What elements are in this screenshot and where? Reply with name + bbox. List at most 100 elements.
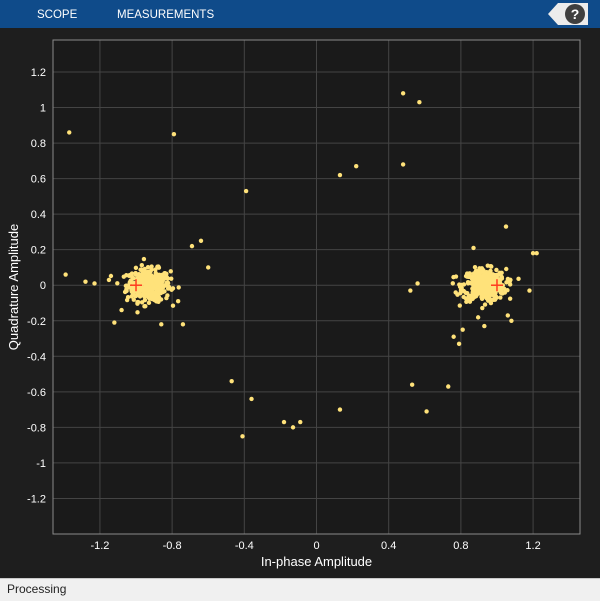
data-point <box>504 266 509 272</box>
data-point <box>124 297 130 303</box>
help-button[interactable]: ? <box>565 4 585 24</box>
data-point <box>455 292 460 297</box>
data-point <box>453 274 459 279</box>
data-point <box>451 334 456 339</box>
data-point <box>206 265 211 270</box>
data-point <box>489 297 495 302</box>
data-point <box>281 419 287 425</box>
data-point <box>456 341 462 347</box>
tab-measurements[interactable]: MEASUREMENTS <box>117 9 215 21</box>
data-point <box>139 263 145 268</box>
data-point <box>146 273 151 278</box>
data-point <box>243 188 249 194</box>
data-point <box>480 288 485 294</box>
data-point <box>133 272 139 277</box>
data-point <box>472 265 478 270</box>
data-point <box>159 322 164 327</box>
data-point <box>409 382 415 387</box>
data-point <box>337 407 343 412</box>
data-point <box>136 291 141 296</box>
data-point <box>141 256 147 262</box>
data-point <box>484 290 489 295</box>
data-point <box>492 294 498 299</box>
grid-lines <box>53 40 580 534</box>
data-point <box>249 396 254 402</box>
data-point <box>142 304 147 309</box>
data-point <box>145 291 150 297</box>
data-point <box>475 315 481 320</box>
data-point <box>503 224 509 229</box>
data-point <box>494 267 499 273</box>
data-point <box>138 280 143 286</box>
data-point <box>180 322 186 327</box>
data-point <box>493 290 498 296</box>
data-point <box>527 288 532 293</box>
data-point <box>400 91 406 96</box>
data-point <box>534 251 539 256</box>
data-point <box>483 272 488 277</box>
data-point <box>156 296 161 301</box>
x-tick-label: 0.4 <box>381 540 396 552</box>
status-text: Processing <box>7 582 67 596</box>
data-point <box>229 378 234 384</box>
data-point <box>169 276 174 281</box>
data-point <box>507 282 513 287</box>
y-tick-label: -0.4 <box>27 351 46 363</box>
reference-marker <box>130 279 143 292</box>
data-point <box>168 269 173 274</box>
data-point <box>463 290 469 296</box>
y-tick-label: -1.2 <box>27 493 46 505</box>
y-tick-label: -1 <box>36 458 46 470</box>
data-point <box>467 271 473 276</box>
toolstrip: SCOPE MEASUREMENTS ? <box>0 0 600 28</box>
data-point <box>466 298 471 303</box>
data-point <box>170 303 176 308</box>
data-point <box>505 313 511 318</box>
data-point <box>470 288 476 293</box>
data-point <box>149 267 154 272</box>
data-point <box>141 292 147 297</box>
data-point <box>136 299 141 305</box>
data-point <box>165 281 171 286</box>
data-point <box>498 295 503 300</box>
data-point <box>154 279 160 285</box>
data-point <box>158 281 164 286</box>
data-point <box>149 264 154 269</box>
data-point <box>475 283 480 289</box>
data-point <box>482 302 488 307</box>
y-tick-label: 0.2 <box>31 245 46 257</box>
data-point <box>131 297 136 302</box>
data-point <box>139 267 144 273</box>
data-point <box>106 277 112 283</box>
data-point <box>176 285 181 290</box>
data-point <box>482 323 487 329</box>
data-point <box>490 287 496 292</box>
data-point <box>146 300 152 306</box>
data-point <box>189 243 195 249</box>
y-tick-label: 0.4 <box>31 209 46 221</box>
tab-scope[interactable]: SCOPE <box>37 9 78 21</box>
data-point <box>127 272 132 278</box>
reference-marker <box>490 279 503 292</box>
data-point <box>157 276 163 281</box>
constellation-plot-panel: -1.2 -0.8 -0.4 0 0.4 0.8 1.2 1.2 1 0.8 0.6 0.4 0.2 0 -… <box>0 28 600 578</box>
y-tick-label: -0.8 <box>27 422 46 434</box>
data-point <box>477 266 482 271</box>
data-point <box>469 276 475 281</box>
x-tick-label: -1.2 <box>90 540 109 552</box>
data-point <box>408 288 413 293</box>
data-point <box>139 300 145 305</box>
x-tick-label: -0.8 <box>163 540 182 552</box>
data-point <box>133 265 139 271</box>
data-point <box>461 282 467 287</box>
data-point <box>489 264 494 269</box>
data-point <box>415 281 420 286</box>
data-point <box>298 419 303 425</box>
data-point <box>83 279 88 284</box>
data-point <box>504 280 509 285</box>
data-point <box>481 268 486 273</box>
data-point <box>63 272 68 277</box>
data-point <box>142 271 147 276</box>
data-point <box>424 409 429 414</box>
data-point <box>156 265 162 270</box>
